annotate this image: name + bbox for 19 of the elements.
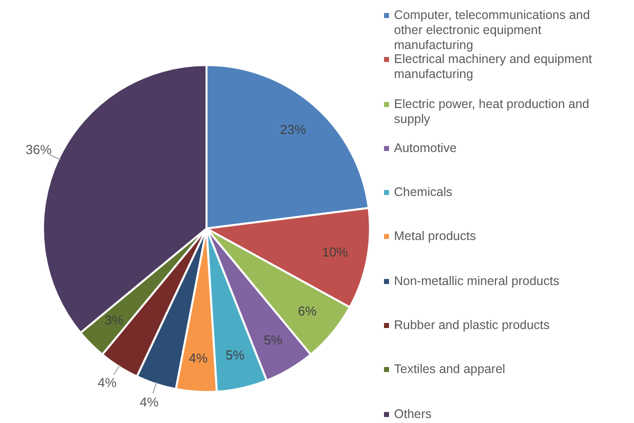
data-label: 6% bbox=[298, 303, 318, 318]
data-label: 5% bbox=[264, 332, 283, 348]
legend-label: Metal products bbox=[394, 229, 476, 244]
legend-label: Others bbox=[394, 406, 432, 422]
legend-label: Chemicals bbox=[394, 185, 452, 200]
data-label: 10% bbox=[322, 244, 348, 260]
legend-label: Rubber and plastic products bbox=[394, 318, 550, 334]
data-label: 23% bbox=[280, 122, 306, 137]
data-label: 4% bbox=[140, 394, 160, 410]
legend-label: Electrical machinery and equipment manufacturing bbox=[394, 52, 594, 82]
legend-label: Computer, telecommunications and other electronic equipment manufacturing bbox=[394, 8, 591, 53]
legend-label: Automotive bbox=[394, 140, 457, 156]
data-label: 5% bbox=[226, 348, 245, 363]
data-label: 4% bbox=[98, 375, 117, 390]
legend-label: Non-metallic mineral products bbox=[394, 274, 560, 289]
data-label: 36% bbox=[26, 142, 52, 157]
data-label: 4% bbox=[188, 350, 208, 366]
legend-label: Textiles and apparel bbox=[394, 362, 506, 378]
legend-label: Electric power, heat production and supply bbox=[394, 96, 590, 127]
